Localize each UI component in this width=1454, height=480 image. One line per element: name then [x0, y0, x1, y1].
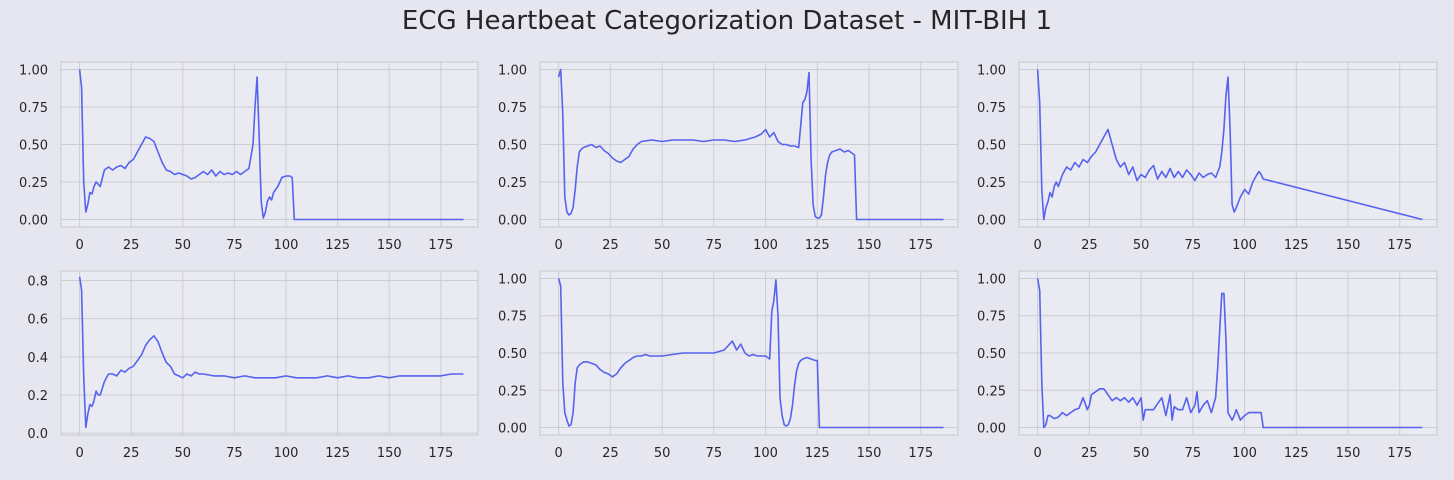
- y-tick-label: 0.75: [498, 101, 527, 116]
- ecg-signal-line: [78, 276, 464, 429]
- y-tick-label: 0.75: [977, 310, 1006, 325]
- y-tick-label: 0.25: [19, 176, 48, 191]
- subplot-1: 0 25 50 75 100 125 150 175 0.00 0.25 0.50 0.75 1.00: [19, 61, 479, 253]
- x-tick-label: 0: [554, 446, 562, 461]
- x-tick-label: 75: [706, 446, 723, 461]
- y-tick-label: 0.25: [498, 176, 527, 191]
- x-tick-label: 25: [602, 238, 619, 253]
- x-tick-label: 25: [1081, 446, 1098, 461]
- x-tick-label: 125: [325, 238, 350, 253]
- x-tick-label: 150: [1336, 446, 1361, 461]
- plot-area: [60, 270, 479, 436]
- x-tick-label: 25: [602, 446, 619, 461]
- y-tick-label: 0.25: [977, 384, 1006, 399]
- x-tick-label: 75: [226, 238, 243, 253]
- ecg-signal-line: [1036, 278, 1423, 429]
- y-tick-label: 1.00: [498, 272, 527, 287]
- y-tick-label: 0.8: [27, 275, 48, 290]
- y-tick-label: 0.25: [977, 176, 1006, 191]
- y-tick-label: 0.50: [498, 347, 527, 362]
- subplot-3: 0 25 50 75 100 125 150 175 0.00 0.25 0.50 0.75 1.00: [977, 61, 1438, 253]
- y-tick-label: 0.2: [27, 389, 48, 404]
- x-tick-label: 75: [1185, 238, 1202, 253]
- y-tick-label: 0.00: [498, 214, 527, 229]
- x-tick-label: 175: [428, 238, 453, 253]
- x-tick-label: 50: [175, 238, 192, 253]
- x-tick-label: 150: [1336, 238, 1361, 253]
- x-tick-label: 50: [654, 238, 671, 253]
- ecg-signal-line: [557, 68, 944, 221]
- x-tick-label: 150: [857, 446, 882, 461]
- x-tick-label: 0: [75, 238, 83, 253]
- y-tick-label: 1.00: [977, 272, 1006, 287]
- x-tick-label: 25: [1081, 238, 1098, 253]
- x-tick-label: 175: [908, 238, 933, 253]
- y-tick-label: 0.75: [977, 101, 1006, 116]
- x-tick-label: 50: [175, 446, 192, 461]
- y-tick-label: 0.4: [27, 351, 48, 366]
- x-tick-label: 150: [377, 446, 402, 461]
- x-tick-label: 150: [377, 238, 402, 253]
- x-tick-label: 100: [274, 446, 299, 461]
- x-tick-label: 50: [1133, 446, 1150, 461]
- subplot-4: 0 25 50 75 100 125 150 175 0.0 0.2 0.4 0.6 0.8: [27, 270, 479, 461]
- x-tick-label: 175: [428, 446, 453, 461]
- x-tick-label: 0: [554, 238, 562, 253]
- y-tick-label: 0.75: [19, 101, 48, 116]
- y-tick-label: 0.50: [498, 139, 527, 154]
- y-tick-label: 0.0: [27, 427, 48, 442]
- x-tick-label: 50: [654, 446, 671, 461]
- x-tick-label: 75: [706, 238, 723, 253]
- x-tick-label: 175: [908, 446, 933, 461]
- x-tick-label: 175: [1387, 238, 1412, 253]
- x-tick-label: 125: [325, 446, 350, 461]
- subplot-2: 0 25 50 75 100 125 150 175 0.00 0.25 0.50 0.75 1.00: [498, 61, 959, 253]
- y-tick-label: 0.00: [498, 422, 527, 437]
- x-tick-label: 100: [753, 238, 778, 253]
- x-tick-label: 100: [274, 238, 299, 253]
- x-tick-label: 125: [805, 446, 830, 461]
- x-tick-label: 150: [857, 238, 882, 253]
- x-tick-label: 125: [805, 238, 830, 253]
- x-tick-label: 100: [1232, 238, 1257, 253]
- y-tick-label: 0.6: [27, 313, 48, 328]
- y-tick-label: 1.00: [498, 64, 527, 79]
- x-tick-label: 25: [123, 446, 140, 461]
- ecg-signal-line: [557, 278, 944, 429]
- subplot-5: 0 25 50 75 100 125 150 175 0.00 0.25 0.50 0.75 1.00: [498, 270, 959, 461]
- x-tick-label: 175: [1387, 446, 1412, 461]
- y-tick-label: 0.00: [977, 422, 1006, 437]
- y-tick-label: 0.50: [19, 139, 48, 154]
- y-tick-label: 0.00: [977, 214, 1006, 229]
- x-tick-label: 75: [1185, 446, 1202, 461]
- x-tick-label: 100: [753, 446, 778, 461]
- y-tick-label: 0.75: [498, 310, 527, 325]
- figure-title: ECG Heartbeat Categorization Dataset - M…: [401, 6, 1053, 36]
- x-tick-label: 0: [1033, 446, 1041, 461]
- ecg-signal-line: [1036, 69, 1423, 221]
- x-tick-label: 125: [1284, 238, 1309, 253]
- ecg-signal-line: [78, 69, 464, 221]
- y-tick-label: 0.00: [19, 214, 48, 229]
- x-tick-label: 0: [75, 446, 83, 461]
- x-tick-label: 0: [1033, 238, 1041, 253]
- x-tick-label: 125: [1284, 446, 1309, 461]
- y-tick-label: 0.50: [977, 347, 1006, 362]
- x-tick-label: 25: [123, 238, 140, 253]
- x-tick-label: 75: [226, 446, 243, 461]
- y-tick-label: 0.50: [977, 139, 1006, 154]
- x-tick-label: 50: [1133, 238, 1150, 253]
- x-tick-label: 100: [1232, 446, 1257, 461]
- y-tick-label: 1.00: [977, 64, 1006, 79]
- subplot-6: 0 25 50 75 100 125 150 175 0.00 0.25 0.50 0.75 1.00: [977, 270, 1438, 461]
- y-tick-label: 0.25: [498, 384, 527, 399]
- y-tick-label: 1.00: [19, 64, 48, 79]
